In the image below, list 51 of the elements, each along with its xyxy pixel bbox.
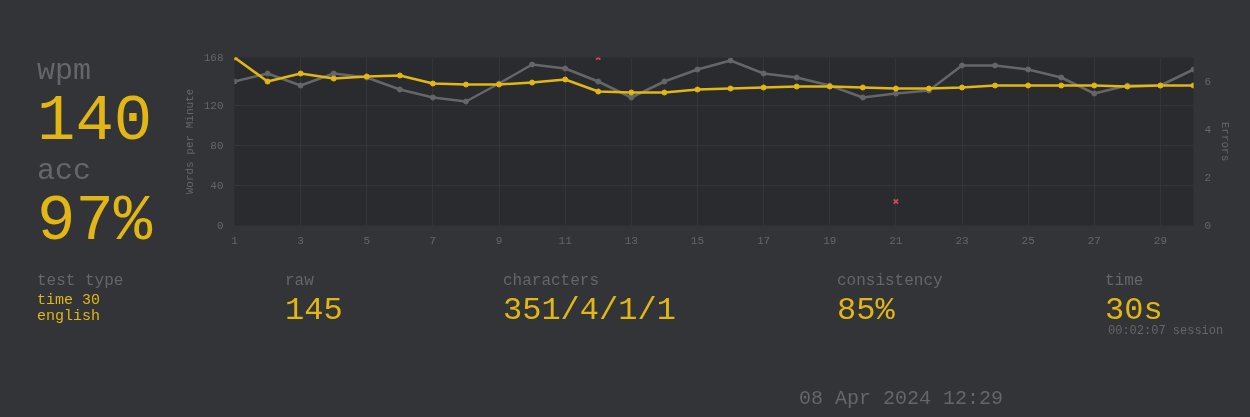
point: [264, 70, 271, 77]
point: [694, 66, 701, 73]
point: [429, 80, 436, 87]
point: [462, 98, 469, 105]
point: [628, 89, 635, 96]
point: [727, 85, 734, 92]
point: [562, 76, 569, 83]
point: [330, 75, 337, 82]
point: [760, 84, 767, 91]
point: [793, 83, 800, 90]
point: [1058, 74, 1065, 81]
point: [562, 65, 569, 72]
point: [1091, 90, 1098, 97]
point: [462, 81, 469, 88]
point: [264, 78, 271, 85]
point: [859, 84, 866, 91]
text: 140: [37, 86, 153, 158]
point: [1058, 82, 1065, 89]
point: [793, 74, 800, 81]
point: [297, 70, 304, 77]
point: [595, 88, 602, 95]
point: [992, 82, 999, 89]
point: [628, 94, 635, 101]
point: [595, 78, 602, 85]
point: [1025, 82, 1032, 89]
point: [429, 94, 436, 101]
point: [992, 62, 999, 69]
point: [959, 84, 966, 91]
text: 351/4/1/1: [503, 292, 676, 329]
point: [859, 94, 866, 101]
point: [396, 86, 403, 93]
point: [396, 72, 403, 79]
point: [892, 85, 899, 92]
point: [330, 70, 337, 77]
text: 145: [285, 292, 343, 329]
text: 97%: [37, 186, 153, 258]
point: [694, 86, 701, 93]
point: [727, 57, 734, 64]
point: [1091, 82, 1098, 89]
text: english: [37, 308, 101, 325]
point: [529, 61, 536, 68]
point: [760, 70, 767, 77]
point: [297, 82, 304, 89]
text: time 30: [37, 292, 101, 309]
point: [959, 62, 966, 69]
point: [661, 78, 668, 85]
point: [892, 90, 899, 97]
point: [1025, 66, 1032, 73]
text: 85%: [837, 292, 895, 329]
point: [661, 89, 668, 96]
point: [529, 79, 536, 86]
